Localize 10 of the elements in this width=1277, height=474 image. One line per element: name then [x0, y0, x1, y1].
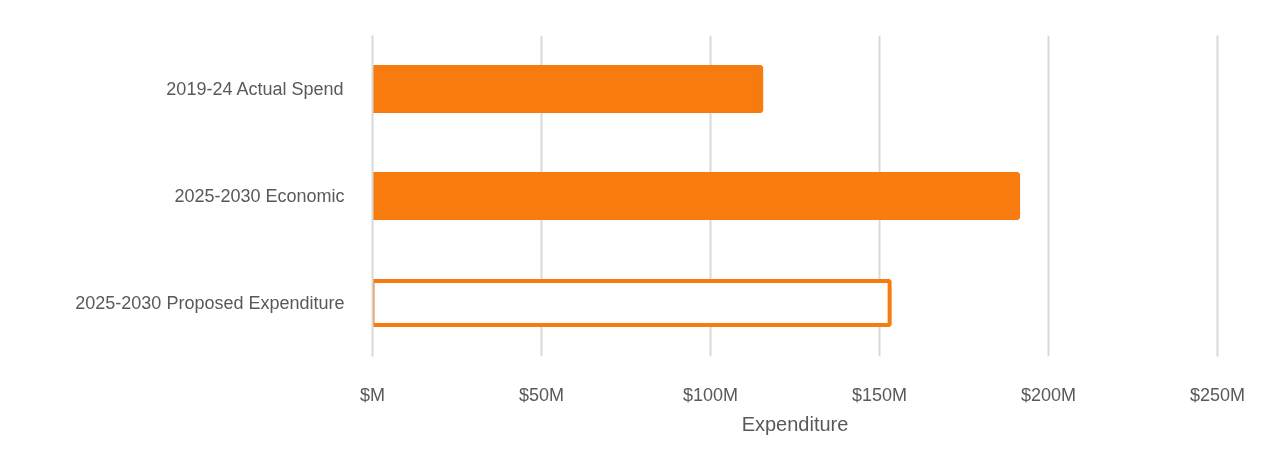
x-tick-label: $50M: [518, 384, 565, 405]
y-tick-label: 2019-24 Actual Spend: [166, 79, 344, 99]
x-tick-label: $200M: [1020, 384, 1077, 405]
x-tick-label: $150M: [851, 384, 908, 405]
x-tick-label: $250M: [1189, 384, 1246, 405]
x-axis-title: Expenditure: [741, 412, 849, 435]
x-tick-label: $M: [360, 384, 386, 405]
y-tick-label: 2025-2030 Economic: [174, 186, 345, 206]
y-tick-label: 2025-2030 Proposed Expenditure: [75, 293, 345, 313]
x-tick-label: $100M: [682, 384, 739, 405]
